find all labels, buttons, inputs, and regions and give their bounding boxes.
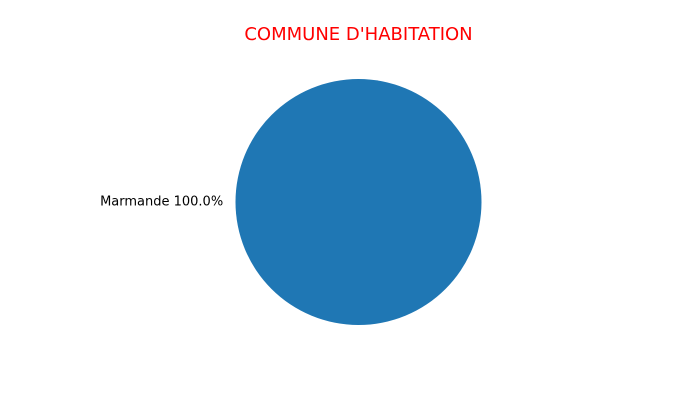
pie-slice-label: Marmande 100.0% (100, 195, 223, 210)
pie-labels: Marmande 100.0% (100, 195, 223, 210)
pie-slice-marmande (235, 79, 482, 325)
chart-title: COMMUNE D'HABITATION (244, 24, 472, 45)
pie-slices (235, 79, 482, 325)
